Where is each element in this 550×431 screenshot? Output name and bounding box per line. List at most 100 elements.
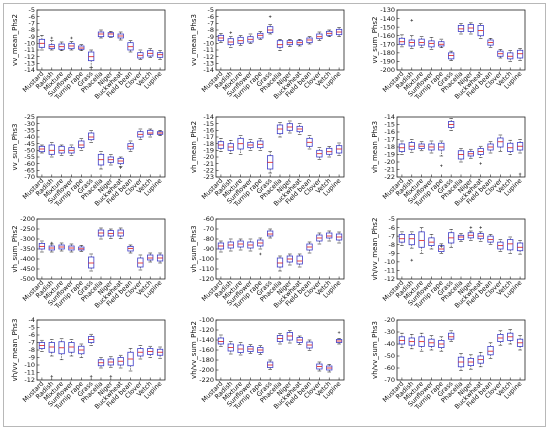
- box-body: [276, 257, 284, 268]
- box-body: [147, 129, 154, 135]
- y-tick-label: -140: [199, 336, 214, 344]
- box-body: [408, 234, 415, 246]
- y-tick-label: -10: [203, 40, 214, 48]
- subplot-7: -200-250-300-350-400-450-500vh_sum_Phs2M…: [11, 215, 166, 311]
- y-axis-label: vv_sum_Phs2: [371, 17, 379, 64]
- box-body: [418, 231, 425, 248]
- y-tick-label: -130: [380, 6, 395, 14]
- y-tick-label: -25: [24, 113, 35, 121]
- y-tick-label: -190: [380, 58, 395, 66]
- outlier-point: [259, 252, 262, 256]
- y-axis-label: vh_mean_Phs3: [371, 121, 379, 173]
- y-axis-label: vv_sum_Phs3: [11, 124, 19, 171]
- box-turnip-rape: Turnip rape: [232, 237, 264, 311]
- y-tick-label: -160: [199, 346, 214, 354]
- y-tick-label: -60: [384, 364, 395, 372]
- y-tick-label: -12: [384, 275, 395, 283]
- outlier-point: [50, 374, 54, 378]
- y-tick-label: -14: [24, 66, 35, 74]
- y-tick-label: -70: [384, 376, 395, 384]
- y-tick-label: -7: [29, 339, 35, 347]
- subplot-6: -14-15-16-17-18-19-20-21-22vh_mean_Phs3M…: [371, 113, 526, 209]
- y-tick-label: -8: [389, 241, 395, 249]
- y-tick-label: -11: [203, 46, 214, 54]
- box-body: [137, 257, 144, 268]
- y-tick-label: -450: [20, 265, 35, 273]
- outlier-point: [479, 226, 482, 229]
- box-body: [448, 332, 455, 340]
- box-body: [276, 40, 284, 48]
- y-tick-label: -8: [29, 26, 35, 34]
- subplot-1: -5-6-7-8-9-10-11-12-13-14vv_mean_Phs2Mus…: [11, 6, 166, 102]
- y-tick-label: -160: [380, 32, 395, 40]
- box-field-bean: Field bean: [465, 37, 494, 99]
- box-lupine: Lupine: [502, 335, 523, 401]
- y-tick-label: -7: [208, 20, 214, 28]
- y-tick-label: -9: [29, 33, 35, 41]
- y-tick-label: -9: [29, 354, 35, 362]
- outlier-point: [70, 36, 73, 40]
- y-tick-label: -55: [24, 153, 35, 161]
- y-tick-label: -40: [384, 340, 395, 348]
- box-turnip-rape: Turnip rape: [413, 243, 445, 311]
- y-tick-label: -350: [20, 245, 35, 253]
- y-tick-label: -100: [199, 316, 214, 324]
- outlier-point: [229, 31, 233, 34]
- box-body: [507, 239, 514, 251]
- subplot-8: -60-70-80-90-100-110-120vh_sum_Phs3Musta…: [190, 215, 345, 311]
- box-body: [58, 145, 65, 154]
- y-tick-label: -22: [384, 173, 395, 181]
- y-tick-label: -14: [203, 66, 214, 74]
- subplot-5: -14-15-16-17-18-19-20-21-22-23 vh_mean_Ph…: [190, 113, 345, 209]
- y-tick-label: -65: [24, 167, 35, 175]
- outlier-point: [109, 374, 113, 378]
- box-body: [48, 144, 55, 155]
- y-tick-label: -100: [199, 255, 214, 263]
- subplot-4: -25-30-35-40-45-50-55-60-65-70 vv_sum_Phs…: [11, 113, 166, 209]
- y-tick-label: -200: [20, 215, 35, 223]
- y-tick-label: -60: [24, 160, 35, 168]
- subplot-11: -100 -120 -140 -160 -180 -200 -220vh/vv_sum_Ph…: [190, 316, 345, 412]
- y-tick-label: -7: [29, 20, 35, 28]
- y-tick-label: -10: [24, 40, 35, 48]
- box-body: [497, 137, 504, 148]
- y-tick-label: -10: [384, 258, 395, 266]
- box-body: [78, 140, 85, 149]
- y-tick-label: -60: [203, 215, 214, 223]
- box-body: [326, 232, 333, 239]
- y-tick-label: -8: [208, 26, 214, 34]
- box-turnip-rape: Turnip rape: [413, 140, 445, 209]
- y-tick-label: -11: [384, 267, 395, 275]
- outlier-point: [440, 164, 443, 168]
- y-tick-label: -18: [384, 143, 395, 151]
- y-tick-label: -12: [24, 376, 35, 384]
- outlier-point: [268, 15, 272, 18]
- y-tick-label: -19: [384, 151, 395, 159]
- plot-area: [36, 9, 166, 71]
- box-body: [296, 255, 303, 265]
- y-tick-label: -8: [29, 346, 35, 354]
- y-tick-label: -14: [384, 113, 395, 121]
- y-tick-label: -250: [20, 225, 35, 233]
- y-tick-label: -12: [203, 53, 214, 61]
- y-tick-label: -12: [24, 53, 35, 61]
- plot-area: [396, 9, 526, 71]
- y-tick-label: -220: [199, 376, 214, 384]
- y-tick-label: -16: [203, 127, 214, 135]
- outlier-point: [89, 374, 93, 378]
- box-body: [217, 337, 225, 345]
- y-tick-label: -4: [29, 316, 35, 324]
- y-tick-label: -19: [203, 147, 214, 155]
- y-tick-label: -9: [389, 249, 395, 257]
- box-lupine: Lupine: [142, 130, 163, 198]
- y-tick-label: -300: [20, 235, 35, 243]
- box-body: [267, 230, 274, 237]
- y-tick-label: -70: [24, 173, 35, 181]
- y-tick-label: -80: [203, 235, 214, 243]
- y-tick-label: -500: [20, 275, 35, 283]
- y-tick-label: -45: [24, 140, 35, 148]
- plot-area: [396, 218, 526, 280]
- figure-frame: -5 -6 -7 -8 -9 -10 -11 -12 -13 -14 vv_mean_Phs2 Mus…: [3, 3, 546, 427]
- y-tick-label: -30: [384, 328, 395, 336]
- subplot-10: -4-5-6-7-8-9-10-11-12vh/vv_mean_Phs3Must…: [11, 316, 166, 412]
